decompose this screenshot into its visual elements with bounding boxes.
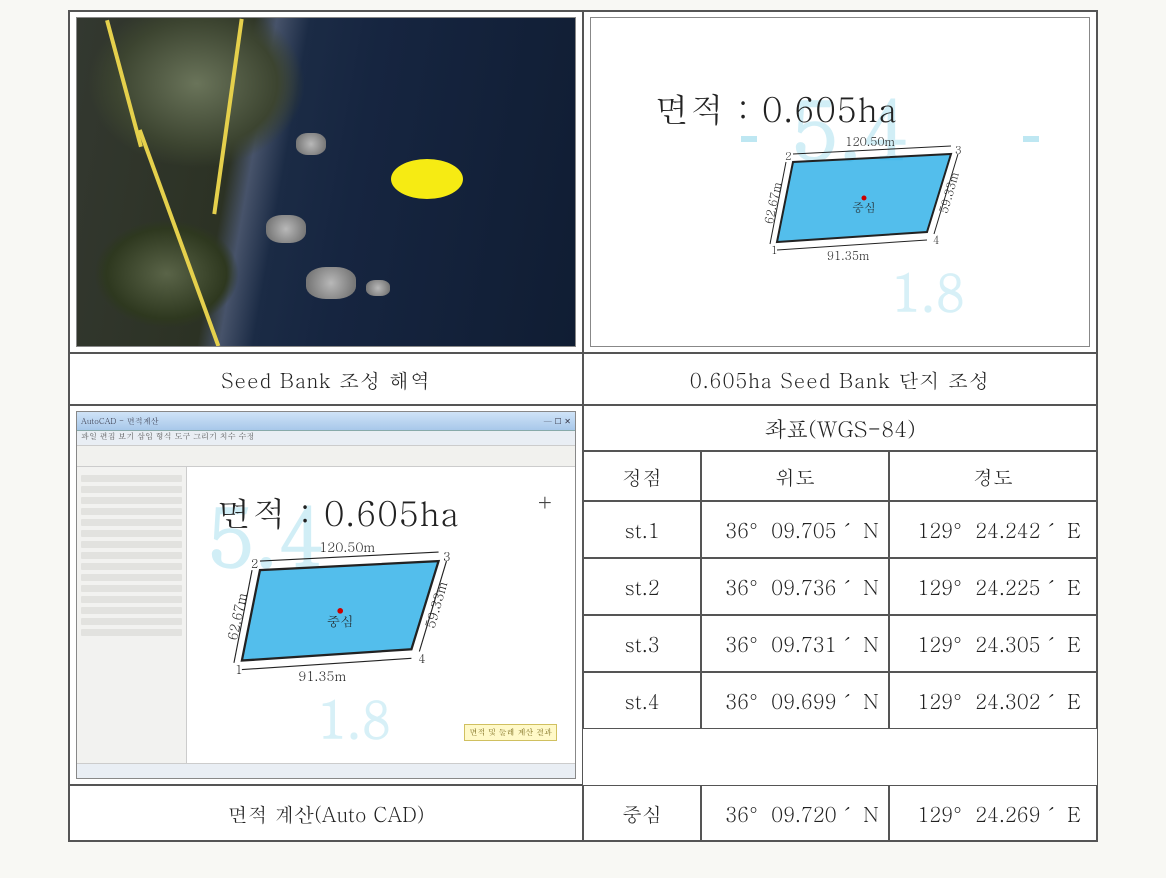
- area-diagram-cad: 면적 : 0.605ha 중심 120.50m 91.35m: [217, 487, 477, 706]
- satellite-image: [76, 17, 576, 347]
- plot-shape-cad: 중심 120.50m 91.35m 62.67m 59.33m 1 2 3 4: [217, 536, 477, 706]
- coord-point: st.1: [583, 501, 701, 558]
- road-line: [105, 20, 143, 148]
- coord-ND: 36° 09.736 ´ N: [701, 558, 889, 615]
- coord-row: st.1 36° 09.705 ´ N 129° 24.242 ´ E: [583, 501, 1097, 558]
- cad-toolbar: [77, 446, 575, 467]
- coord-lon: 129° 24.242 ´ E: [889, 501, 1097, 558]
- road-line: [213, 19, 244, 214]
- rock: [266, 215, 306, 243]
- bathy-tick: [1023, 136, 1039, 142]
- coord-lat: 36° 09.699 ´ N: [701, 672, 889, 729]
- cad-title: AutoCAD - 면적계산: [81, 416, 159, 427]
- coord-lon: 129° 24.225 ´ E: [889, 558, 1097, 615]
- coord-head-point: 정점: [583, 451, 701, 501]
- svg-text:91.35m: 91.35m: [827, 247, 869, 264]
- cad-tooltip: 면적 및 둘레 계산 결과: [464, 724, 557, 741]
- cad-menubar: 파일 편집 보기 삽입 형식 도구 그리기 치수 수정: [77, 431, 575, 446]
- row-captions-top: Seed Bank 조성 해역 0.605ha Seed Bank 단지 조성: [69, 353, 1097, 405]
- coord-header-row: 정점 위도 경도: [583, 451, 1097, 501]
- svg-text:1: 1: [235, 661, 242, 678]
- svg-text:4: 4: [418, 650, 425, 667]
- coord-point-center: 중심: [583, 785, 701, 841]
- road-line: [137, 129, 219, 346]
- coord-head-lat: 위도: [701, 451, 889, 501]
- svg-text:3: 3: [443, 548, 450, 565]
- area-label: 면적 : 0.605ha: [655, 83, 985, 132]
- area-diagram: 면적 : 0.605ha 중심 120.50m 91.35m 62.67m: [755, 83, 985, 282]
- plan-panel: 5.4 1.8 면적 : 0.605ha 중심 120.: [583, 11, 1097, 353]
- row-images: 5.4 1.8 면적 : 0.605ha 중심 120.: [69, 11, 1097, 353]
- satellite-panel: [69, 11, 583, 353]
- svg-text:1: 1: [771, 243, 778, 258]
- coord-point: st.4: [583, 672, 701, 729]
- coord-lat-center: 36° 09.720 ´ N: [701, 785, 889, 841]
- window-controls: — ☐ ✕: [544, 416, 571, 427]
- coord-lat: 36° 09.731 ´ N: [701, 615, 889, 672]
- cad-statusbar: [77, 763, 575, 778]
- cad-window: AutoCAD - 면적계산 — ☐ ✕ 파일 편집 보기 삽입 형식 도구 그…: [76, 411, 576, 779]
- area-label: 면적 : 0.605ha: [217, 487, 477, 536]
- coord-head-lon: 경도: [889, 451, 1097, 501]
- coord-point: st.2: [583, 558, 701, 615]
- cursor-cross: ＋: [535, 487, 555, 516]
- cad-canvas: 5.4 1.8 ＋ 면적 및 둘레 계산 결과 면적 : 0.605ha: [187, 467, 575, 763]
- svg-text:중심: 중심: [852, 199, 876, 216]
- plot-shape: 중심 120.50m 91.35m 62.67m 59.33m 1 2 3 4: [755, 132, 985, 282]
- row-bottom: 면적 계산(Auto CAD) 중심 36° 09.720 ´ N 129° 2…: [69, 785, 1097, 841]
- cad-body: 5.4 1.8 ＋ 면적 및 둘레 계산 결과 면적 : 0.605ha: [77, 467, 575, 763]
- svg-text:2: 2: [785, 149, 792, 164]
- coord-lat: 36° 09.705 ´ N: [701, 501, 889, 558]
- caption-cad: 면적 계산(Auto CAD): [69, 785, 583, 841]
- site-marker: [391, 159, 463, 199]
- svg-text:3: 3: [955, 143, 962, 158]
- caption-satellite: Seed Bank 조성 해역: [69, 353, 583, 405]
- rock: [366, 280, 390, 296]
- coord-row: st.2 36° 09.736 ´ N 129° 24.225 ´ E: [583, 558, 1097, 615]
- svg-text:91.35m: 91.35m: [298, 666, 346, 685]
- page: { "captions": { "top_left": "Seed Bank 조…: [0, 0, 1166, 878]
- coord-lon-center: 129° 24.269 ´ E: [889, 785, 1097, 841]
- coord-row: st.3 36° 09.731 ´ N 129° 24.305 ´ E: [583, 615, 1097, 672]
- plan-canvas: 5.4 1.8 면적 : 0.605ha 중심 120.: [590, 17, 1090, 347]
- cad-panel: AutoCAD - 면적계산 — ☐ ✕ 파일 편집 보기 삽입 형식 도구 그…: [69, 405, 583, 785]
- caption-plan: 0.605ha Seed Bank 단지 조성: [583, 353, 1097, 405]
- coord-lon: 129° 24.305 ´ E: [889, 615, 1097, 672]
- coord-lon: 129° 24.302 ´ E: [889, 672, 1097, 729]
- cad-side-panel: [77, 467, 187, 763]
- svg-text:2: 2: [251, 555, 258, 572]
- rock: [306, 267, 356, 299]
- svg-text:120.50m: 120.50m: [319, 537, 375, 556]
- coord-panel: 좌표(WGS-84) 정점 위도 경도 st.1 36° 09.705 ´ N …: [583, 405, 1097, 785]
- svg-text:120.50m: 120.50m: [845, 133, 894, 150]
- svg-text:4: 4: [933, 233, 940, 248]
- coord-row-center: 중심 36° 09.720 ´ N 129° 24.269 ´ E: [583, 785, 1097, 841]
- outer-table: 5.4 1.8 면적 : 0.605ha 중심 120.: [68, 10, 1098, 842]
- coord-title: 좌표(WGS-84): [583, 405, 1097, 451]
- coord-point: st.3: [583, 615, 701, 672]
- cad-titlebar: AutoCAD - 면적계산 — ☐ ✕: [77, 412, 575, 431]
- coord-row: st.4 36° 09.699 ´ N 129° 24.302 ´ E: [583, 672, 1097, 729]
- svg-text:중심: 중심: [327, 612, 354, 631]
- rock: [296, 133, 326, 155]
- row-cad-and-table: AutoCAD - 면적계산 — ☐ ✕ 파일 편집 보기 삽입 형식 도구 그…: [69, 405, 1097, 785]
